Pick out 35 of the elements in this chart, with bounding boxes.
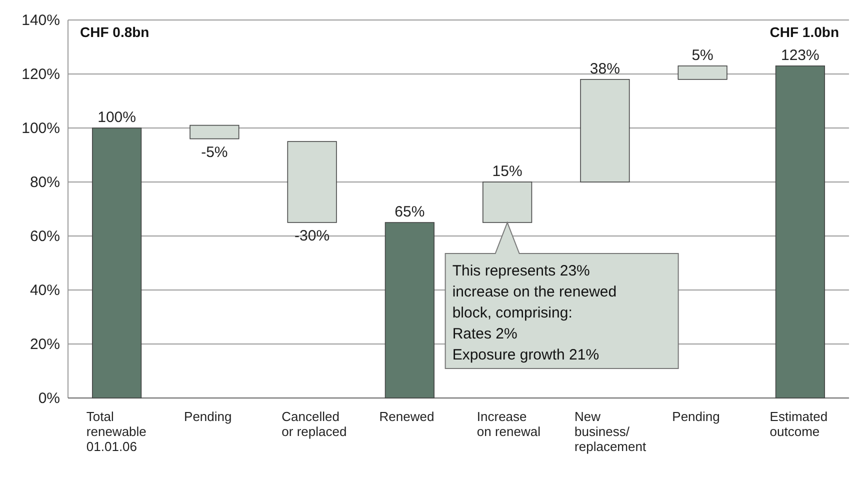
bar xyxy=(775,66,825,398)
x-tick-label: Pending xyxy=(184,409,232,424)
data-label: 15% xyxy=(492,163,522,180)
y-tick-label: 100% xyxy=(22,120,60,137)
x-tick-label: Estimated outcome xyxy=(770,409,828,439)
data-label: 100% xyxy=(98,109,136,126)
bar xyxy=(384,222,434,398)
bar xyxy=(678,66,728,80)
data-label: 123% xyxy=(781,46,820,64)
bar xyxy=(190,124,240,140)
y-tick-label: 140% xyxy=(22,12,60,29)
data-label: 65% xyxy=(394,204,425,220)
y-tick-label: 20% xyxy=(30,336,60,353)
y-tick-label: 60% xyxy=(30,228,60,245)
x-tick-label: Pending xyxy=(672,409,720,424)
bar xyxy=(287,141,337,223)
bar xyxy=(580,79,630,182)
x-tick-label: Increase on renewal xyxy=(476,409,541,439)
x-tick-label: Cancelled or replaced xyxy=(282,409,347,439)
x-tick-label: Total renewable 01.01.06 xyxy=(86,409,146,454)
annotation: CHF 0.8bn xyxy=(80,24,150,40)
bar xyxy=(92,128,142,398)
data-label: 5% xyxy=(692,46,714,64)
y-tick-label: 120% xyxy=(22,66,60,83)
annotation: CHF 1.0bn xyxy=(770,24,839,40)
y-tick-label: 80% xyxy=(30,174,60,191)
data-label: 38% xyxy=(590,60,620,78)
data-label: -30% xyxy=(294,228,330,244)
y-tick-label: 40% xyxy=(30,282,60,299)
annotation: This represents 23% increase on the renewed block, comprising: Rates 2% Exposure growth 21% xyxy=(452,262,617,364)
data-label: -5% xyxy=(201,144,228,161)
x-tick-label: New business/ replacement xyxy=(574,409,646,454)
x-tick-label: Renewed xyxy=(379,409,434,424)
y-tick-label: 0% xyxy=(38,390,60,407)
bar xyxy=(482,182,532,223)
